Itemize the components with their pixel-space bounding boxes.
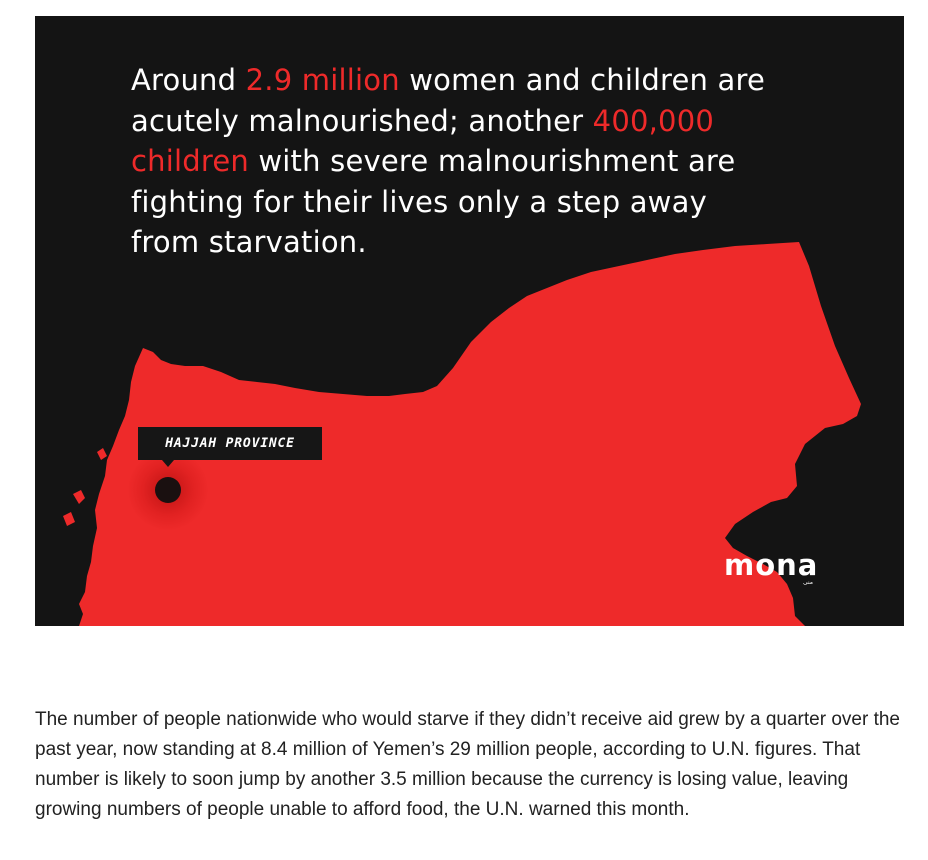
mona-logo-subtext: منى <box>803 579 814 586</box>
headline-line-2: acutely malnourished; another 400,000 <box>131 103 714 138</box>
headline: Around 2.9 million women and children ar… <box>131 60 831 263</box>
article-paragraph: The number of people nationwide who woul… <box>35 709 900 820</box>
mona-logo: mona <box>724 548 819 582</box>
highlight-400000: 400,000 <box>592 103 714 138</box>
coast-island <box>63 512 75 526</box>
headline-line-1: Around 2.9 million women and children ar… <box>131 63 766 97</box>
infographic: Around 2.9 million women and children ar… <box>35 16 904 626</box>
label-pointer <box>162 460 174 467</box>
hajjah-province-marker <box>155 477 181 503</box>
yemen-country-shape <box>79 242 861 626</box>
headline-line-5: from starvation. <box>131 225 367 259</box>
headline-line-3: children with severe malnourishment are <box>131 144 736 178</box>
hajjah-province-label: HAJJAH PROVINCE <box>138 427 322 460</box>
coast-island <box>97 448 107 460</box>
yemen-map <box>63 242 861 626</box>
coast-island <box>73 490 85 504</box>
headline-line-4: fighting for their lives only a step awa… <box>131 184 707 219</box>
highlight-children: children <box>131 144 249 178</box>
highlight-2-9-million: 2.9 million <box>245 63 400 97</box>
